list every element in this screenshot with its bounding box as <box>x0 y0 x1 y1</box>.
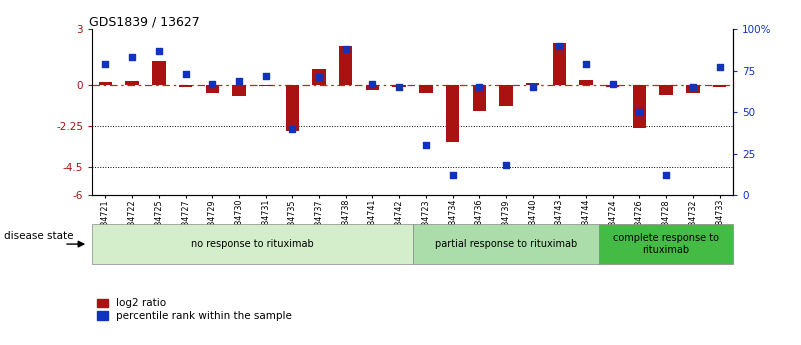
Bar <box>553 43 566 85</box>
Bar <box>579 80 593 85</box>
Legend: log2 ratio, percentile rank within the sample: log2 ratio, percentile rank within the s… <box>98 298 292 321</box>
Bar <box>339 46 352 85</box>
Point <box>179 71 192 77</box>
Point <box>340 47 352 52</box>
Point <box>260 73 272 78</box>
Bar <box>659 85 673 95</box>
Bar <box>232 85 246 97</box>
Bar <box>633 85 646 128</box>
Point <box>99 61 112 67</box>
Bar <box>126 81 139 85</box>
Bar <box>526 83 539 85</box>
Point <box>446 172 459 178</box>
Bar <box>392 85 406 87</box>
Bar <box>686 85 699 93</box>
Bar <box>206 85 219 93</box>
Point <box>232 78 245 83</box>
Bar <box>92 224 413 264</box>
Point <box>286 126 299 131</box>
Bar <box>312 69 326 85</box>
Point <box>686 85 699 90</box>
Point <box>366 81 379 87</box>
Bar <box>259 85 272 86</box>
Point <box>206 81 219 87</box>
Point <box>553 43 566 49</box>
Point <box>580 61 593 67</box>
Point <box>713 65 726 70</box>
Bar <box>179 85 192 87</box>
Bar <box>499 85 513 106</box>
Bar <box>473 85 486 111</box>
Point <box>392 85 405 90</box>
Point <box>312 75 325 80</box>
Bar <box>446 85 459 141</box>
Point <box>606 81 619 87</box>
Text: complete response to
rituximab: complete response to rituximab <box>613 233 719 255</box>
Point <box>420 142 433 148</box>
Text: disease state: disease state <box>4 231 74 241</box>
Point <box>660 172 673 178</box>
Point <box>500 162 513 168</box>
Bar <box>152 61 166 85</box>
Bar <box>413 224 599 264</box>
Point <box>473 85 485 90</box>
Point <box>126 55 139 60</box>
Bar <box>599 224 733 264</box>
Text: partial response to rituximab: partial response to rituximab <box>435 239 577 249</box>
Bar <box>99 82 112 85</box>
Point <box>152 48 165 53</box>
Bar <box>713 85 727 87</box>
Point <box>633 109 646 115</box>
Text: GDS1839 / 13627: GDS1839 / 13627 <box>89 15 199 28</box>
Bar <box>419 85 433 93</box>
Bar <box>606 85 619 87</box>
Bar <box>286 85 299 131</box>
Point <box>526 85 539 90</box>
Bar <box>366 85 379 90</box>
Text: no response to rituximab: no response to rituximab <box>191 239 314 249</box>
